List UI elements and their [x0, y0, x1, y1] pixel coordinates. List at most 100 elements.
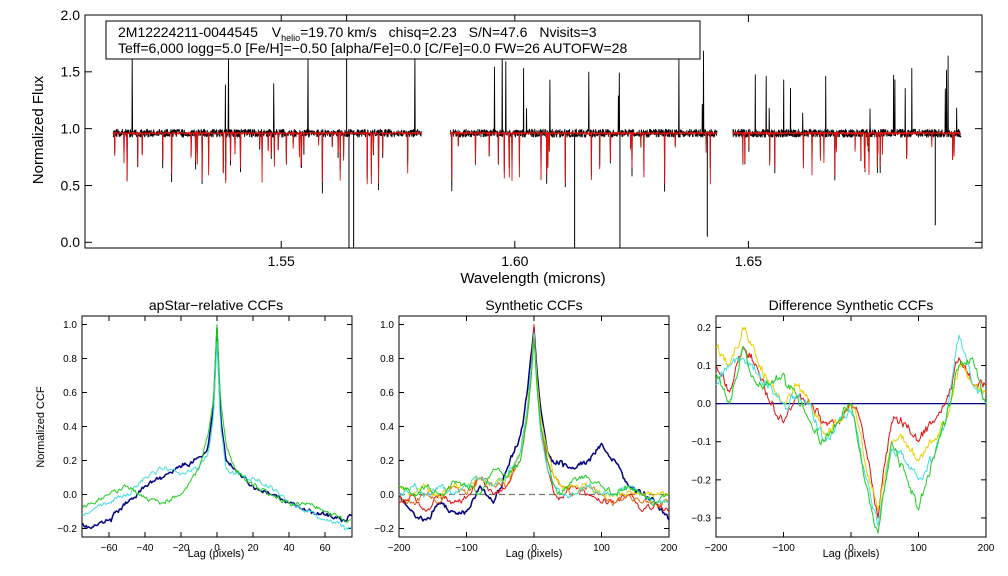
difference-plot-frame: [715, 315, 987, 538]
spectrum-plot-frame: [84, 14, 983, 249]
difference-ytick-label: 0.2: [697, 323, 711, 334]
apstar-series-visit-2: [81, 341, 353, 531]
nvisits-value: Nvisits=3: [539, 24, 596, 40]
apstar-xtick-label: 0: [214, 543, 220, 554]
synthetic-series-visit-4: [398, 332, 669, 499]
synthetic-xtick-label: 0: [531, 543, 537, 554]
spectrum-ylabel: Normalized Flux: [30, 75, 47, 184]
spectrum-info-line2: Teff=6,000 logg=5.0 [Fe/H]=−0.50 [alpha/…: [118, 40, 627, 56]
synthetic-ytick-label: 1.0: [380, 320, 394, 331]
spectrum-model-chip-3: [732, 131, 962, 177]
apstar-panel: apStar−relative CCFs −60 −40 −20 0 20 40 60 −0.…: [35, 297, 353, 560]
difference-xtick-label: −200: [705, 543, 728, 554]
synthetic-ytick-label: 0.2: [380, 456, 394, 467]
apstar-ylabel: Normalized CCF: [35, 386, 47, 468]
apstar-xtick-label: 40: [283, 543, 295, 554]
difference-ytick-label: −0.2: [691, 475, 711, 486]
difference-series-visit-2: [715, 326, 987, 511]
synthetic-ticks: −200 −100 0 100 200 −0.2 0.0 0.2 0.4 0.6 0.8 1.0: [374, 316, 678, 554]
synthetic-xlabel: Lag (pixels): [506, 548, 563, 560]
vhelio-label: V: [272, 24, 282, 40]
apstar-title: apStar−relative CCFs: [149, 297, 283, 313]
difference-lines: [715, 326, 987, 534]
apstar-ytick-label: 0.6: [63, 388, 77, 399]
spectrum-clip-group: [112, 15, 962, 248]
spectrum-ytick-label: 1.5: [61, 64, 81, 80]
spectrum-xtick-label: 1.55: [268, 253, 295, 269]
synthetic-title: Synthetic CCFs: [485, 297, 582, 313]
apstar-xtick-label: 20: [247, 543, 259, 554]
synthetic-series-visit-6: [398, 337, 670, 506]
difference-panel: Difference Synthetic CCFs −200 −100 0 100 20…: [691, 297, 995, 560]
difference-series-visit-1: [715, 346, 986, 519]
difference-ytick-label: 0.1: [697, 361, 711, 372]
vhelio-value: =19.70 km/s: [300, 24, 377, 40]
apstar-ytick-label: 0.2: [63, 456, 77, 467]
difference-series-visit-4: [715, 346, 987, 534]
spectrum-ticks: 1.55 1.60 1.65 0.0 0.5 1.0 1.5 2.0: [61, 7, 982, 269]
spectrum-lines: [112, 15, 962, 248]
spectrum-ytick-label: 2.0: [61, 7, 81, 23]
apstar-ytick-label: 0.4: [63, 422, 77, 433]
spectrum-model-chip-1: [112, 131, 422, 185]
apstar-lines: [81, 324, 353, 531]
difference-ytick-label: −0.1: [691, 437, 711, 448]
spectrum-ytick-label: 1.0: [61, 121, 81, 137]
spectrum-info-box: 2M12224211-0044545 Vhelio=19.70 km/s chi…: [105, 20, 701, 60]
synthetic-lines: [398, 324, 670, 522]
difference-xlabel: Lag (pixels): [823, 548, 880, 560]
apstar-xtick-label: −60: [101, 543, 118, 554]
synthetic-ytick-label: 0.4: [380, 422, 394, 433]
spectrum-model-chip-2: [449, 131, 718, 185]
sn-value: S/N=47.6: [469, 24, 528, 40]
apstar-series-visit-1: [81, 327, 353, 530]
spectrum-ytick-label: 0.5: [61, 177, 81, 193]
star-id: 2M12224211-0044545: [118, 24, 258, 40]
apstar-xtick-label: −40: [137, 543, 154, 554]
synthetic-ytick-label: −0.2: [374, 524, 394, 535]
synthetic-panel: Synthetic CCFs −200 −100 0 100 200 −0.2 0.0 0.2…: [374, 297, 678, 560]
difference-series-visit-3: [715, 334, 987, 527]
apstar-ytick-label: 1.0: [63, 320, 77, 331]
spectrum-info-line1: 2M12224211-0044545 Vhelio=19.70 km/s chi…: [118, 24, 597, 43]
synthetic-xtick-label: −200: [388, 543, 411, 554]
apstar-ytick-label: 0.8: [63, 354, 77, 365]
apstar-xtick-label: −20: [173, 543, 190, 554]
synthetic-xtick-label: 100: [593, 543, 610, 554]
spectrum-info-box-frame: [105, 20, 701, 60]
vhelio-subscript: helio: [281, 33, 300, 43]
synthetic-xtick-label: −100: [455, 543, 478, 554]
spectrum-observed-chip-3: [732, 55, 962, 181]
difference-xtick-label: 100: [910, 543, 927, 554]
synthetic-ytick-label: 0.0: [380, 490, 394, 501]
difference-ticks: −200 −100 0 100 200 −0.3 −0.2 −0.1 0.0 0.1 0.2: [691, 316, 995, 554]
apstar-xtick-label: 60: [319, 543, 331, 554]
spectrum-ytick-label: 0.0: [61, 234, 81, 250]
synthetic-series-visit-1: [398, 327, 670, 522]
spectrum-xtick-label: 1.60: [501, 253, 528, 269]
spectrum-observed-chip-2: [450, 47, 718, 192]
spectrum-observed-chip-1: [112, 52, 422, 194]
spectrum-panel: 1.55 1.60 1.65 0.0 0.5 1.0 1.5 2.0 Wavelength (…: [30, 7, 983, 287]
difference-ytick-label: 0.0: [697, 399, 711, 410]
synthetic-series-visit-2: [398, 324, 670, 512]
synthetic-xtick-label: 200: [661, 543, 678, 554]
difference-title: Difference Synthetic CCFs: [769, 297, 934, 313]
spectrum-xtick-label: 1.65: [735, 253, 762, 269]
apstar-ytick-label: 0.0: [63, 490, 77, 501]
chisq-value: chisq=2.23: [389, 24, 457, 40]
apstar-ytick-label: −0.2: [57, 524, 77, 535]
synthetic-ytick-label: 0.8: [380, 354, 394, 365]
apstar-xlabel: Lag (pixels): [188, 548, 245, 560]
difference-xtick-label: 0: [848, 543, 854, 554]
synthetic-series-visit-5: [398, 332, 669, 505]
synthetic-series-visit-3: [398, 332, 669, 508]
difference-xtick-label: 200: [978, 543, 995, 554]
apstar-series-visit-3: [81, 324, 352, 523]
apstar-ticks: −60 −40 −20 0 20 40 60 −0.2 0.0 0.2 0.4 0.6 0.8 1.0: [57, 316, 352, 554]
spectrum-xlabel: Wavelength (microns): [460, 270, 605, 287]
difference-ytick-label: −0.3: [691, 513, 711, 524]
difference-xtick-label: −100: [772, 543, 795, 554]
synthetic-ytick-label: 0.6: [380, 388, 394, 399]
